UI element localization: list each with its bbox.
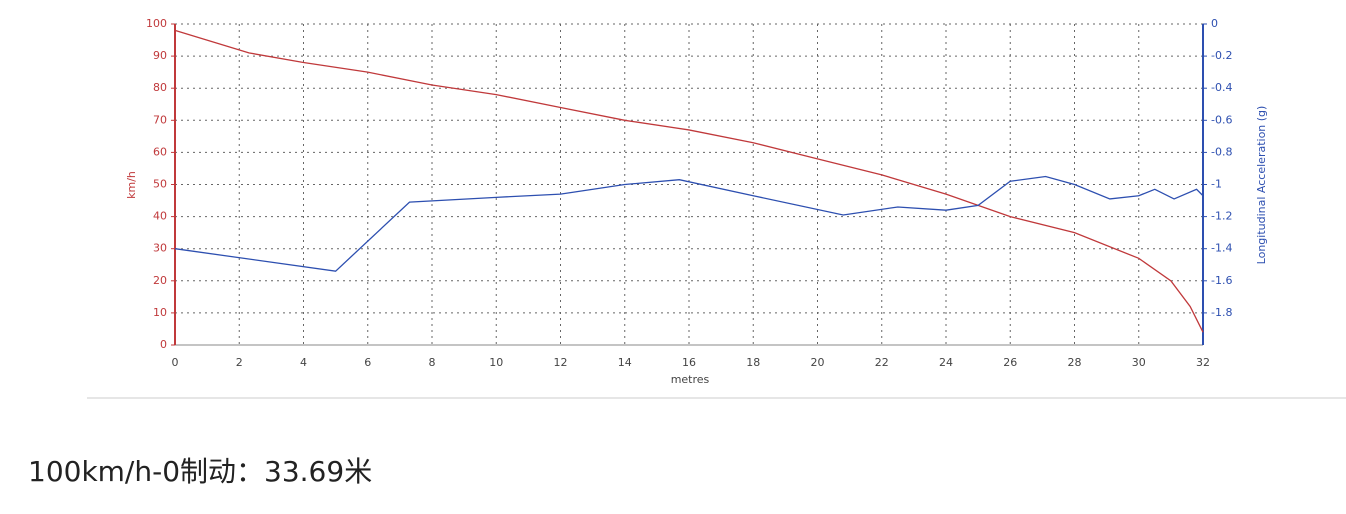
- y2-tick-label: -1.4: [1211, 242, 1232, 255]
- y-tick-label: 20: [153, 274, 167, 287]
- y-tick-label: 70: [153, 113, 167, 126]
- x-tick-label: 12: [554, 356, 568, 369]
- x-tick-label: 24: [939, 356, 953, 369]
- y-tick-label: 10: [153, 306, 167, 319]
- x-tick-label: 18: [746, 356, 760, 369]
- y2-tick-label: -0.8: [1211, 145, 1232, 158]
- x-tick-label: 6: [364, 356, 371, 369]
- y2-tick-label: -0.2: [1211, 49, 1232, 62]
- x-tick-label: 14: [618, 356, 632, 369]
- data-line: [174, 175, 1204, 272]
- y2-tick-label: 0: [1211, 17, 1218, 30]
- y2-tick-label: -0.6: [1211, 113, 1232, 126]
- y-tick-label: 60: [153, 145, 167, 158]
- y-tick-label: 80: [153, 81, 167, 94]
- y2-axis-label: Longitudinal Acceleration (g): [1255, 106, 1268, 265]
- x-tick-label: 8: [429, 356, 436, 369]
- caption: 100km/h-0制动：33.69米: [28, 455, 373, 488]
- x-tick-label: 0: [172, 356, 179, 369]
- chart: metres km/h Longitudinal Acceleration (g…: [87, 17, 1346, 399]
- y2-tick-label: -0.4: [1211, 81, 1232, 94]
- x-tick-label: 32: [1196, 356, 1210, 369]
- x-tick-label: 30: [1132, 356, 1146, 369]
- x-tick-label: 10: [489, 356, 503, 369]
- y2-tick-label: -1.2: [1211, 210, 1232, 223]
- x-tick-label: 20: [811, 356, 825, 369]
- data-line: [174, 29, 1204, 333]
- y-tick-label: 40: [153, 210, 167, 223]
- y-tick-label: 50: [153, 178, 167, 191]
- y-tick-label: 100: [146, 17, 167, 30]
- x-tick-label: 2: [236, 356, 243, 369]
- y2-tick-label: -1: [1211, 178, 1222, 191]
- y2-tick-label: -1.8: [1211, 306, 1232, 319]
- y2-tick-label: -1.6: [1211, 274, 1232, 287]
- x-tick-label: 26: [1003, 356, 1017, 369]
- x-tick-label: 16: [682, 356, 696, 369]
- y-tick-label: 90: [153, 49, 167, 62]
- x-tick-label: 4: [300, 356, 307, 369]
- y-tick-label: 30: [153, 242, 167, 255]
- x-axis-label: metres: [671, 373, 710, 386]
- x-tick-label: 22: [875, 356, 889, 369]
- y-tick-label: 0: [160, 338, 167, 351]
- x-tick-label: 28: [1068, 356, 1082, 369]
- y-axis-label: km/h: [125, 171, 138, 199]
